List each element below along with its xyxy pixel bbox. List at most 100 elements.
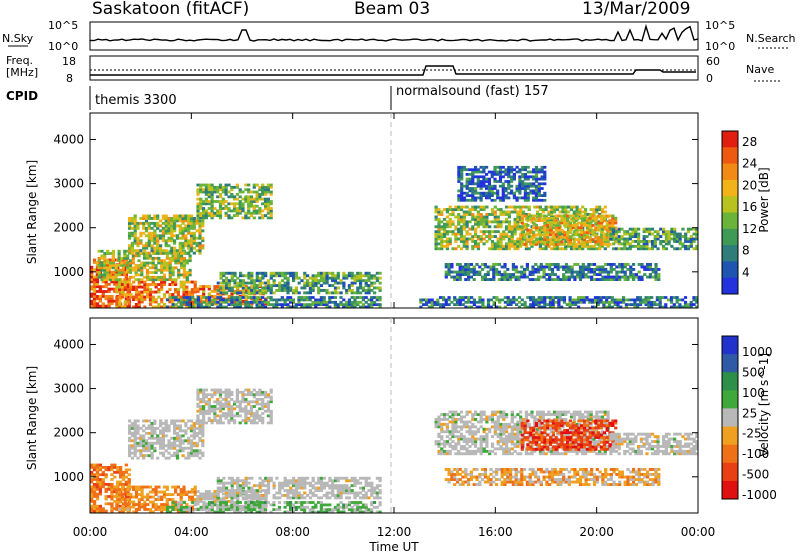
heatmap-cell — [557, 300, 561, 304]
heatmap-cell — [482, 180, 486, 183]
heatmap-cell — [199, 211, 203, 215]
heatmap-cell — [626, 263, 630, 266]
heatmap-cell — [177, 298, 181, 302]
heatmap-cell — [319, 300, 323, 304]
heatmap-cell — [173, 249, 177, 253]
heatmap-cell — [546, 228, 550, 232]
heatmap-cell — [192, 422, 196, 425]
heatmap-cell — [272, 291, 276, 295]
heatmap-cell — [156, 434, 160, 438]
heatmap-cell — [289, 296, 293, 299]
heatmap-cell — [128, 224, 132, 228]
heatmap-cell — [540, 170, 544, 174]
heatmap-cell — [325, 274, 329, 278]
heatmap-cell — [198, 424, 202, 428]
heatmap-cell — [233, 296, 237, 299]
heatmap-cell — [225, 276, 229, 280]
heatmap-cell — [178, 426, 182, 430]
heatmap-cell — [297, 298, 301, 302]
heatmap-cell — [161, 226, 165, 230]
heatmap-cell — [590, 270, 594, 274]
heatmap-cell — [510, 225, 514, 229]
heatmap-cell — [472, 298, 476, 302]
heatmap-cell — [498, 184, 503, 188]
heatmap-cell — [496, 237, 500, 241]
heatmap-cell — [170, 446, 174, 450]
heatmap-cell — [213, 214, 217, 217]
heatmap-cell — [620, 227, 624, 231]
heatmap-cell — [193, 285, 197, 289]
heatmap-cell — [106, 261, 110, 265]
heatmap-cell — [182, 485, 186, 489]
heatmap-cell — [583, 238, 587, 241]
heatmap-cell — [111, 275, 115, 279]
heatmap-cell — [98, 295, 102, 298]
heatmap-cell — [252, 284, 257, 287]
heatmap-cell — [460, 165, 464, 169]
heatmap-cell — [443, 217, 447, 221]
heatmap-cell — [173, 444, 177, 448]
heatmap-cell — [645, 230, 649, 234]
heatmap-cell — [328, 271, 332, 275]
heatmap-cell — [539, 268, 543, 271]
heatmap-cell — [513, 220, 517, 224]
heatmap-cell — [584, 210, 588, 214]
heatmap-cell — [167, 224, 171, 228]
heatmap-cell — [569, 205, 574, 209]
heatmap-cell — [359, 284, 363, 287]
heatmap-cell — [145, 261, 150, 265]
heatmap-cell — [670, 237, 674, 241]
heatmap-cell — [561, 205, 565, 209]
heatmap-cell — [479, 230, 483, 234]
heatmap-cell — [474, 189, 478, 193]
heatmap-cell — [686, 244, 691, 248]
heatmap-cell — [474, 170, 478, 174]
heatmap-cell — [275, 305, 279, 309]
heatmap-cell — [507, 225, 511, 229]
heatmap-cell — [139, 439, 143, 443]
heatmap-cell — [261, 291, 265, 295]
heatmap-cell — [137, 303, 141, 306]
heatmap-cell — [427, 300, 431, 304]
heatmap-cell — [188, 305, 192, 309]
heatmap-cell — [128, 259, 132, 263]
heatmap-cell — [132, 505, 136, 509]
heatmap-cell — [568, 296, 572, 299]
heatmap-cell — [95, 273, 100, 276]
heatmap-cell — [519, 237, 523, 241]
heatmap-cell — [134, 254, 138, 258]
heatmap-cell — [465, 177, 469, 181]
heatmap-cell — [515, 298, 519, 302]
heatmap-cell — [131, 254, 135, 258]
heatmap-cell — [594, 235, 598, 239]
heatmap-cell — [179, 488, 183, 491]
heatmap-cell — [111, 271, 115, 274]
heatmap-cell — [629, 275, 633, 279]
heatmap-cell — [443, 225, 447, 229]
heatmap-cell — [154, 290, 158, 294]
heatmap-cell — [173, 251, 177, 255]
heatmap-cell — [328, 284, 332, 287]
heatmap-cell — [156, 226, 160, 230]
heatmap-cell — [503, 296, 507, 299]
heatmap-cell — [486, 300, 491, 304]
heatmap-cell — [464, 268, 468, 271]
heatmap-cell — [233, 202, 237, 206]
heatmap-cell — [167, 424, 171, 428]
heatmap-cell — [476, 182, 480, 186]
heatmap-cell — [142, 444, 146, 448]
heatmap-cell — [589, 208, 593, 211]
heatmap-cell — [634, 244, 638, 248]
heatmap-cell — [614, 247, 619, 251]
heatmap-cell — [322, 289, 326, 292]
heatmap-cell — [659, 240, 663, 243]
heatmap-cell — [501, 175, 505, 179]
heatmap-cell — [562, 298, 567, 302]
heatmap-cell — [207, 285, 211, 288]
heatmap-cell — [142, 434, 146, 438]
heatmap-cell — [568, 305, 572, 309]
heatmap-cell — [196, 193, 200, 196]
heatmap-cell — [606, 278, 611, 281]
heatmap-cell — [182, 300, 186, 304]
heatmap-cell — [444, 273, 448, 276]
